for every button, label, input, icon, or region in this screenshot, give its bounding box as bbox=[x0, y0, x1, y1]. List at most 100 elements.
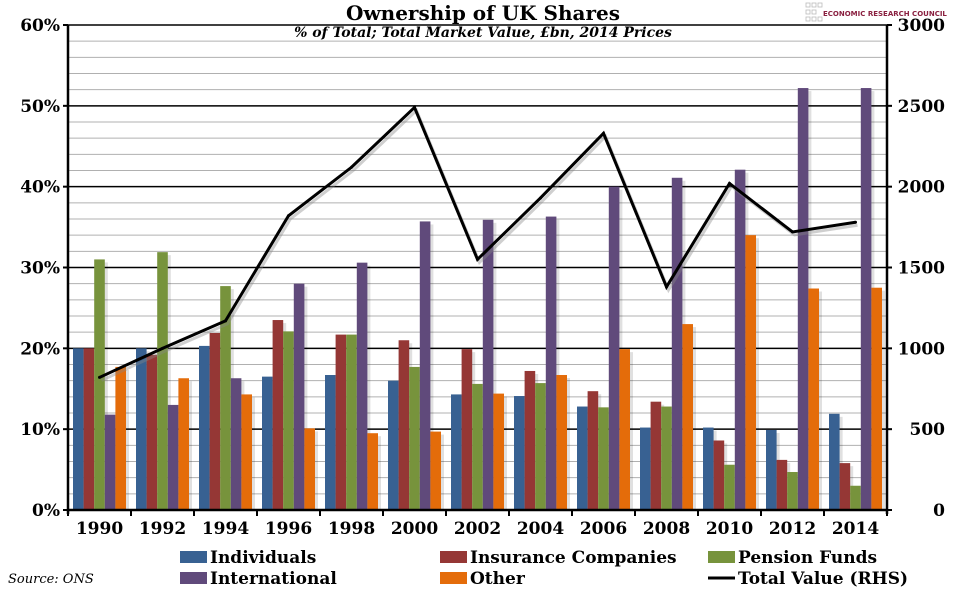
y2-tick-label: 1000 bbox=[898, 339, 945, 359]
bar-insurance-companies-2010 bbox=[713, 440, 725, 510]
bar-insurance-companies-2014 bbox=[839, 463, 851, 510]
bar-insurance-companies-1994 bbox=[209, 332, 221, 510]
y2-tick-label: 2000 bbox=[898, 178, 945, 198]
bar-individuals-2006 bbox=[577, 406, 588, 510]
bar-international-2014 bbox=[860, 88, 872, 511]
bar-pension-funds-1998 bbox=[346, 334, 357, 510]
chart-title: Ownership of UK Shares bbox=[346, 1, 620, 25]
bar-insurance-companies-2006 bbox=[587, 391, 599, 510]
bar-insurance-companies-2002 bbox=[461, 349, 473, 510]
line-point bbox=[413, 105, 416, 109]
bar-other-1994 bbox=[241, 394, 252, 510]
bar-other-2004 bbox=[556, 375, 567, 510]
x-tick-label: 1992 bbox=[139, 519, 186, 539]
logo-square bbox=[805, 9, 811, 15]
legend-swatch bbox=[180, 572, 207, 584]
bar-international-1990 bbox=[104, 414, 116, 510]
bar-insurance-companies-2012 bbox=[776, 459, 788, 510]
bar-other-1998 bbox=[367, 433, 378, 510]
logo-square bbox=[811, 16, 817, 22]
line-point bbox=[791, 230, 794, 234]
bar-individuals-2012 bbox=[766, 429, 777, 510]
bar-individuals-1996 bbox=[262, 376, 273, 510]
legend-swatch bbox=[440, 551, 467, 563]
bar-other-2010 bbox=[745, 235, 756, 510]
bar-international-1998 bbox=[356, 262, 368, 510]
line-point bbox=[224, 319, 227, 323]
x-tick-label: 2006 bbox=[580, 519, 627, 539]
bar-other-1996 bbox=[304, 428, 315, 510]
bar-other-2012 bbox=[808, 288, 819, 510]
bar-pension-funds-1992 bbox=[157, 252, 168, 510]
bar-insurance-companies-1998 bbox=[335, 334, 347, 510]
y-tick-label: 30% bbox=[20, 259, 60, 279]
y-tick-label: 0% bbox=[32, 501, 60, 521]
bar-insurance-companies-1992 bbox=[146, 354, 158, 510]
bar-international-2002 bbox=[482, 219, 494, 510]
bar-individuals-2010 bbox=[703, 427, 714, 510]
line-point bbox=[476, 257, 479, 261]
x-tick-label: 2010 bbox=[706, 519, 753, 539]
bar-pension-funds-2002 bbox=[472, 383, 483, 510]
bar-international-1996 bbox=[293, 283, 305, 510]
bar-pension-funds-1996 bbox=[283, 331, 294, 510]
bar-other-1990 bbox=[115, 366, 126, 510]
line-point bbox=[854, 220, 857, 224]
bar-international-2012 bbox=[797, 88, 809, 511]
bar-international-1992 bbox=[167, 404, 179, 510]
logo-square bbox=[811, 2, 817, 8]
legend-label: Insurance Companies bbox=[470, 548, 677, 568]
source-note: Source: ONS bbox=[8, 572, 94, 587]
legend-swatch bbox=[180, 551, 207, 563]
legend-item: Total Value (RHS) bbox=[708, 569, 908, 589]
bar-pension-funds-2006 bbox=[598, 407, 609, 510]
y2-tick-label: 1500 bbox=[898, 259, 945, 279]
y2-tick-label: 2500 bbox=[898, 97, 945, 117]
bar-international-2006 bbox=[608, 186, 620, 510]
legend-label: International bbox=[210, 569, 337, 589]
bar-other-1992 bbox=[178, 378, 189, 510]
x-tick-label: 1996 bbox=[265, 519, 312, 539]
line-point bbox=[602, 131, 605, 135]
logo-square bbox=[817, 16, 823, 22]
bar-international-2008 bbox=[671, 177, 683, 510]
bar-individuals-1998 bbox=[325, 375, 336, 510]
bar-individuals-2000 bbox=[388, 380, 399, 510]
bar-individuals-1990 bbox=[73, 348, 84, 510]
bar-individuals-2002 bbox=[451, 394, 462, 510]
bar-pension-funds-2014 bbox=[850, 485, 861, 510]
bar-individuals-1994 bbox=[199, 345, 210, 510]
bar-pension-funds-1994 bbox=[220, 286, 231, 510]
bar-pension-funds-2008 bbox=[661, 406, 672, 510]
logo-square bbox=[811, 9, 817, 15]
bar-insurance-companies-2008 bbox=[650, 401, 662, 510]
bar-individuals-1992 bbox=[136, 348, 147, 510]
bar-pension-funds-2010 bbox=[724, 464, 735, 510]
line-point bbox=[350, 165, 353, 169]
x-tick-label: 2000 bbox=[391, 519, 438, 539]
bar-other-2006 bbox=[619, 349, 630, 510]
x-tick-label: 1990 bbox=[76, 519, 123, 539]
y2-tick-label: 3000 bbox=[898, 16, 945, 36]
bar-other-2008 bbox=[682, 324, 693, 510]
bar-individuals-2004 bbox=[514, 396, 525, 510]
y-tick-label: 60% bbox=[20, 16, 60, 36]
bar-insurance-companies-2000 bbox=[398, 340, 410, 510]
y2-tick-label: 0 bbox=[933, 501, 945, 521]
bar-other-2014 bbox=[871, 287, 882, 510]
legend-label: Pension Funds bbox=[738, 548, 877, 568]
legend-label: Total Value (RHS) bbox=[738, 569, 908, 589]
bar-other-2000 bbox=[430, 431, 441, 510]
line-point bbox=[287, 214, 290, 218]
legend-label: Other bbox=[470, 569, 526, 589]
bar-pension-funds-2000 bbox=[409, 366, 420, 510]
erc-logo: ECONOMIC RESEARCH COUNCIL bbox=[805, 2, 947, 22]
bar-other-2002 bbox=[493, 393, 504, 510]
line-point bbox=[539, 196, 542, 200]
y-tick-label: 10% bbox=[20, 420, 60, 440]
logo-square bbox=[817, 2, 823, 8]
x-tick-label: 2012 bbox=[769, 519, 816, 539]
bar-individuals-2014 bbox=[829, 413, 840, 510]
